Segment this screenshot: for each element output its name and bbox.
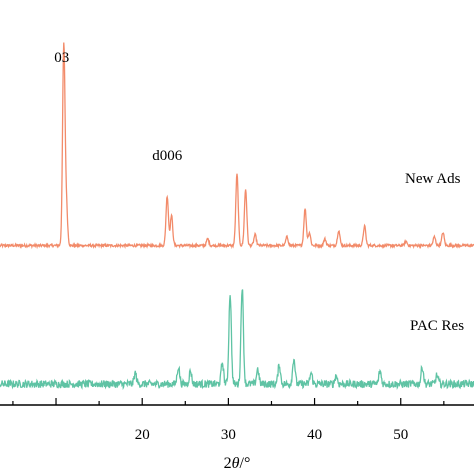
series-label: New Ads xyxy=(405,171,461,187)
x-tick-label: 20 xyxy=(135,427,150,443)
peak-annotation: 03 xyxy=(54,50,69,66)
x-tick-label: 40 xyxy=(307,427,322,443)
x-axis: 20 30 40 50 xyxy=(0,398,474,443)
chart-labels: New Ads PAC Res 03 d006 xyxy=(54,50,464,334)
x-tick-label: 50 xyxy=(393,427,408,443)
x-axis-label: 2θ/° xyxy=(224,455,251,472)
peak-annotation: d006 xyxy=(152,148,183,164)
x-tick-label: 30 xyxy=(221,427,236,443)
series-layer xyxy=(0,42,474,391)
series-line-pac-res xyxy=(0,289,474,391)
series-line-new-ads xyxy=(0,42,474,250)
series-label: PAC Res xyxy=(410,318,464,334)
